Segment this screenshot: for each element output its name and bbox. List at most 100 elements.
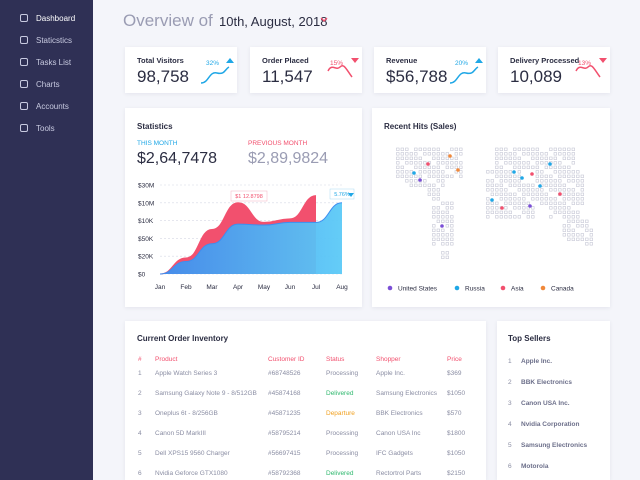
map-hit <box>528 204 532 208</box>
table-cell: Canon 5D MarkIII <box>155 430 206 437</box>
map-dot <box>450 228 454 232</box>
map-dot <box>549 174 553 178</box>
area-chart: $0 $20K $50K $10K $10M $30M Jan Feb Mar Apr May Jun… <box>138 183 355 291</box>
map-dot <box>486 183 490 187</box>
map-dot <box>549 147 553 151</box>
map-dot <box>418 165 422 169</box>
map-dot <box>553 206 557 210</box>
map-dot <box>513 206 517 210</box>
stat-card: Delivery Processed 10,089 13% <box>498 47 610 93</box>
map-dot <box>549 197 553 201</box>
map-dot <box>517 206 521 210</box>
map-dot <box>553 165 557 169</box>
map-dot <box>445 210 449 214</box>
rank: 5 <box>508 442 512 449</box>
map-dot <box>513 156 517 160</box>
map-dot <box>450 147 454 151</box>
map-dot <box>535 147 539 151</box>
map-dot <box>432 192 436 196</box>
map-dot <box>504 206 508 210</box>
table-cell: 5 <box>138 450 142 457</box>
column-header: Product <box>155 356 178 363</box>
map-dot <box>441 201 445 205</box>
menu-item[interactable]: Accounts <box>36 102 69 111</box>
map-hit <box>548 162 552 166</box>
menu-item[interactable]: Tasks List <box>36 58 72 67</box>
map-dot <box>436 210 440 214</box>
menu-item[interactable]: Dashboard <box>36 14 76 23</box>
map-dot <box>486 215 490 219</box>
map-dot <box>558 147 562 151</box>
map-dot <box>490 210 494 214</box>
map-dot <box>436 147 440 151</box>
dropdown-arrow[interactable] <box>320 17 328 23</box>
menu-icon <box>20 124 28 132</box>
trend-arrow <box>226 58 234 63</box>
map-dot <box>567 165 571 169</box>
map-dot <box>580 174 584 178</box>
map-dot <box>576 224 580 228</box>
map-dot <box>571 152 575 156</box>
map-dot <box>495 206 499 210</box>
x-tick-label: Mar <box>206 284 218 291</box>
map-dot <box>585 219 589 223</box>
map-dot <box>531 183 535 187</box>
map-dot <box>450 215 454 219</box>
map-dot <box>513 152 517 156</box>
map-dot <box>562 165 566 169</box>
menu-item[interactable]: Tools <box>36 124 55 133</box>
map-dot <box>576 179 580 183</box>
map-hit <box>538 184 542 188</box>
map-dot <box>531 206 535 210</box>
map-dot <box>562 156 566 160</box>
area-line <box>159 202 343 275</box>
card-title: Order Placed <box>262 56 309 65</box>
column-header: # <box>138 356 142 363</box>
y-tick-label: $0 <box>138 272 146 279</box>
map-dot <box>486 201 490 205</box>
map-dot <box>526 147 530 151</box>
table-cell: Apple Inc. <box>376 370 405 377</box>
map-dot <box>558 152 562 156</box>
date-picker[interactable]: 10th, August, 2018 <box>219 14 328 29</box>
map-dot <box>580 197 584 201</box>
map-dot <box>517 197 521 201</box>
map-dot <box>517 201 521 205</box>
menu-item[interactable]: Charts <box>36 80 60 89</box>
map-dot <box>567 237 571 241</box>
map-dot <box>414 147 418 151</box>
map-dot <box>441 210 445 214</box>
map-dot <box>405 152 409 156</box>
map-dot <box>495 215 499 219</box>
inventory-panel: Current Order Inventory # Product Customer… <box>125 321 486 480</box>
annotation: $1 12.8798 <box>235 194 263 200</box>
map-dot <box>567 147 571 151</box>
y-tick-label: $20K <box>138 254 154 261</box>
sidebar: Dashboard Staticstics Tasks List Charts Acco… <box>0 0 93 480</box>
map-dot <box>571 192 575 196</box>
table-cell: $1800 <box>447 430 466 437</box>
map-dot <box>531 147 535 151</box>
trend-arrow <box>599 58 607 63</box>
map-dot <box>450 165 454 169</box>
map-dot <box>427 165 431 169</box>
map-dot <box>409 183 413 187</box>
map-dot <box>571 219 575 223</box>
menu-item[interactable]: Staticstics <box>36 36 73 45</box>
map-dot <box>499 215 503 219</box>
map-dot <box>571 179 575 183</box>
map-dot <box>549 206 553 210</box>
stat-card: Revenue $56,788 20% <box>374 47 486 93</box>
map-dot <box>513 192 517 196</box>
map-dot <box>508 170 512 174</box>
map-dot <box>432 206 436 210</box>
map-dot <box>540 174 544 178</box>
map-dot <box>499 165 503 169</box>
map-dot <box>445 255 449 259</box>
map-dot <box>513 215 517 219</box>
column-header: Status <box>326 356 345 363</box>
map-dot <box>553 183 557 187</box>
map-dot <box>571 197 575 201</box>
map-dot <box>571 228 575 232</box>
map-dot <box>540 156 544 160</box>
